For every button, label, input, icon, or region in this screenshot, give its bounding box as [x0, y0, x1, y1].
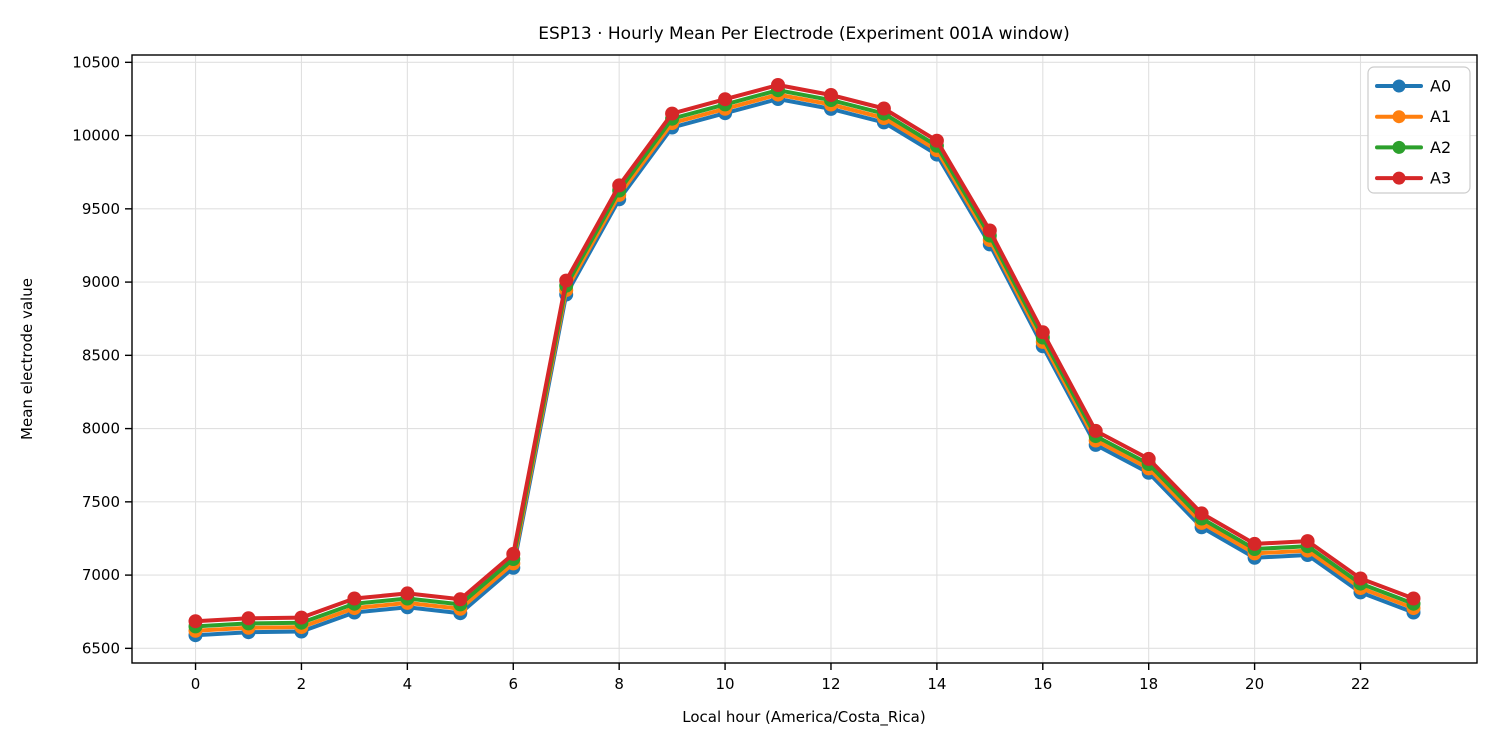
y-axis-label: Mean electrode value	[18, 278, 36, 440]
data-point-marker	[1247, 536, 1262, 551]
legend-marker-sample	[1392, 79, 1406, 93]
data-point-marker	[665, 106, 680, 121]
y-tick-label: 10000	[72, 127, 120, 145]
data-point-marker	[718, 92, 733, 107]
y-tick-label: 7500	[82, 493, 120, 511]
data-point-marker	[347, 591, 362, 606]
x-tick-label: 10	[716, 675, 735, 693]
data-point-marker	[1088, 423, 1103, 438]
series-line-A1	[193, 92, 1416, 633]
data-point-marker	[929, 133, 944, 148]
legend-label: A1	[1430, 107, 1451, 126]
data-point-marker	[1406, 591, 1421, 606]
x-tick-label: 2	[297, 675, 307, 693]
axis-ticks	[125, 61, 1362, 670]
x-tick-label: 8	[614, 675, 624, 693]
series-markers-A3	[188, 78, 1421, 629]
x-tick-label: 18	[1139, 675, 1158, 693]
data-point-marker	[612, 178, 627, 193]
data-point-marker	[241, 611, 256, 626]
data-point-marker	[982, 223, 997, 238]
legend: A0 A1 A2 A3	[1367, 66, 1471, 194]
y-tick-label: 6500	[82, 639, 120, 657]
data-point-marker	[1194, 506, 1209, 521]
y-tick-label: 8500	[82, 346, 120, 364]
data-point-marker	[824, 88, 838, 102]
y-tick-label: 9500	[82, 200, 120, 218]
y-tick-label: 8000	[82, 420, 120, 438]
x-axis-label: Local hour (America/Costa_Rica)	[682, 708, 925, 727]
axis-tick-labels: 6500 7000 7500 8000 8500 9000 9500 10000 10500 0 2…	[72, 53, 1370, 693]
data-point-marker	[506, 546, 521, 561]
data-point-marker	[1353, 571, 1368, 586]
y-tick-label: 9000	[82, 273, 120, 291]
data-point-marker	[876, 101, 891, 116]
x-tick-label: 4	[403, 675, 413, 693]
legend-marker-sample	[1392, 110, 1406, 124]
series-line-A2	[193, 88, 1416, 629]
data-point-marker	[1035, 325, 1050, 340]
plot-frame	[131, 54, 1478, 664]
legend-box	[1367, 66, 1471, 194]
x-tick-label: 14	[927, 675, 946, 693]
legend-item-A0: A0	[1375, 77, 1451, 96]
legend-label: A2	[1430, 138, 1451, 157]
x-tick-label: 16	[1033, 675, 1052, 693]
y-tick-label: 7000	[82, 566, 120, 584]
data-point-marker	[1300, 534, 1315, 549]
data-series	[188, 78, 1421, 643]
series-line-A3	[193, 83, 1416, 624]
legend-marker-sample	[1392, 140, 1406, 154]
data-point-marker	[1141, 451, 1156, 466]
legend-item-A2: A2	[1375, 138, 1451, 157]
gridlines	[132, 55, 1477, 663]
series-markers-A0	[188, 92, 1421, 643]
data-point-marker	[294, 610, 309, 625]
legend-label: A3	[1430, 169, 1451, 188]
x-tick-label: 22	[1351, 675, 1370, 693]
legend-item-A1: A1	[1375, 107, 1451, 126]
legend-marker-sample	[1392, 171, 1406, 185]
series-markers-A2	[188, 83, 1421, 634]
data-point-marker	[188, 614, 203, 629]
chart-title: ESP13 · Hourly Mean Per Electrode (Exper…	[538, 24, 1069, 44]
legend-item-A3: A3	[1375, 169, 1451, 188]
data-point-marker	[453, 592, 468, 607]
y-tick-label: 10500	[72, 53, 120, 71]
x-tick-label: 6	[508, 675, 518, 693]
series-markers-A1	[188, 87, 1421, 638]
series-line-A0	[193, 97, 1416, 638]
x-tick-label: 20	[1245, 675, 1264, 693]
data-point-marker	[771, 78, 785, 92]
x-tick-label: 0	[191, 675, 201, 693]
x-tick-label: 12	[821, 675, 840, 693]
data-point-marker	[400, 586, 415, 601]
legend-label: A0	[1430, 77, 1451, 96]
data-point-marker	[559, 273, 574, 288]
